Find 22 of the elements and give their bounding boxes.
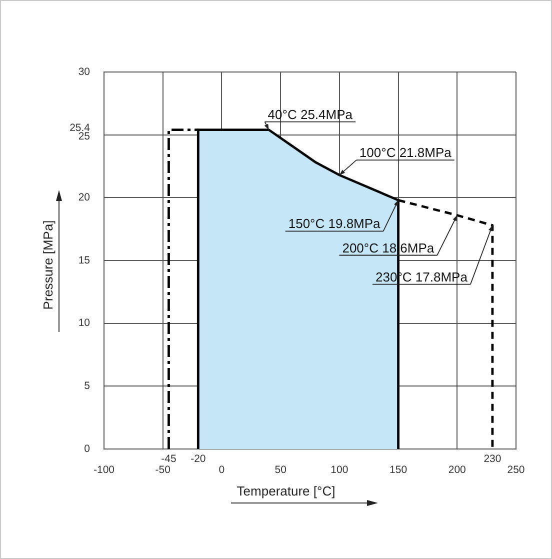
y-tick-label: 30: [78, 66, 90, 78]
y-tick-label: 0: [84, 442, 90, 455]
y-axis-title: Pressure [MPa]: [40, 220, 56, 310]
x-tick-label: 0: [218, 464, 225, 476]
x-tick-label: 250: [507, 464, 525, 476]
annotation: 100°C 21.8MPa: [359, 145, 452, 160]
y-tick-label: 25: [78, 130, 90, 142]
annotation: -45: [161, 452, 176, 465]
y-tick-label: 5: [84, 380, 90, 392]
x-axis-title: Temperature [°C]: [236, 484, 336, 498]
x-tick-label: 200: [448, 464, 466, 476]
y-tick-label: 10: [78, 317, 90, 330]
annotation: 150°C 19.8MPa: [288, 216, 382, 232]
y-tick-label: 20: [78, 192, 90, 204]
x-tick-label: 50: [274, 464, 287, 476]
annotation: 230: [484, 452, 502, 465]
y-tick-label: 15: [78, 254, 90, 266]
x-tick-label: -50: [155, 464, 171, 476]
x-tick-label: -100: [93, 464, 115, 476]
x-tick-label: 100: [330, 464, 348, 476]
annotation: -20: [190, 452, 206, 465]
x-tick-label: 150: [390, 464, 408, 476]
